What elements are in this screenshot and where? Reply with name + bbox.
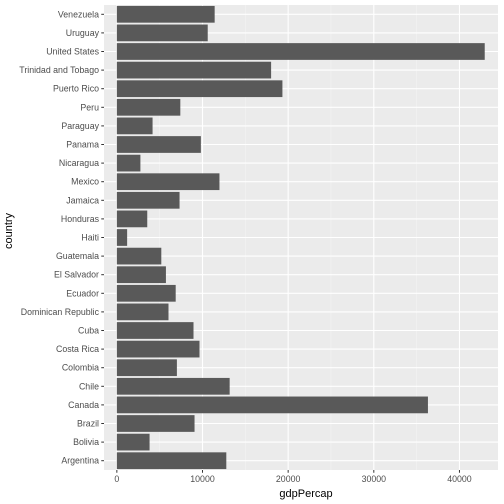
bar-paraguay <box>116 117 153 135</box>
bar-brazil <box>116 415 195 432</box>
bars <box>116 5 485 470</box>
y-tick-label: Jamaica <box>66 195 99 205</box>
bar-canada <box>116 396 428 414</box>
y-tick-label: Venezuela <box>58 9 99 19</box>
y-tick-label: Canada <box>68 400 99 410</box>
y-tick-label: Trinidad and Tobago <box>19 65 99 75</box>
y-tick-label: Guatemala <box>56 251 99 261</box>
bar-dominican-republic <box>116 303 169 321</box>
y-tick-label: Peru <box>80 102 99 112</box>
y-tick-label: Cuba <box>78 326 99 336</box>
y-axis-title: country <box>3 212 15 249</box>
y-tick-label: Paraguay <box>61 121 99 131</box>
y-tick-label: Puerto Rico <box>53 84 99 94</box>
y-tick-label: Ecuador <box>66 288 99 298</box>
y-tick-label: Mexico <box>71 177 99 187</box>
y-tick-label: Chile <box>79 381 99 391</box>
bar-costa-rica <box>116 340 200 358</box>
bar-panama <box>116 136 201 153</box>
x-tick-label: 10000 <box>190 474 215 484</box>
y-tick-label: Colombia <box>62 363 99 373</box>
y-tick-label: United States <box>46 47 99 57</box>
y-tick-label: Nicaragua <box>59 158 99 168</box>
y-tick-label: Panama <box>66 140 99 150</box>
y-tick-label: Dominican Republic <box>21 307 100 317</box>
x-axis: 0 10000 20000 30000 40000 <box>114 470 472 484</box>
major-gridlines <box>104 5 498 470</box>
y-axis: Argentina Bolivia Brazil Canada Chile Colombi… <box>19 9 104 466</box>
bar-puerto-rico <box>116 80 283 98</box>
x-axis-title: gdpPercap <box>279 488 332 500</box>
bar-colombia <box>116 359 177 377</box>
bar-argentina <box>116 452 227 470</box>
y-tick-label: Argentina <box>61 456 99 466</box>
bar-uruguay <box>116 24 208 42</box>
y-tick-label: Brazil <box>77 419 99 429</box>
bar-nicaragua <box>116 154 141 172</box>
bar-ecuador <box>116 284 176 302</box>
bar-trinidad-and-tobago <box>116 61 272 79</box>
y-tick-label: Uruguay <box>66 28 100 38</box>
bar-cuba <box>116 322 194 339</box>
bar-venezuela <box>116 5 215 23</box>
bar-peru <box>116 98 181 116</box>
bar-bolivia <box>116 433 150 451</box>
y-tick-label: Honduras <box>61 214 100 224</box>
bar-jamaica <box>116 191 180 209</box>
x-tick-label: 40000 <box>447 474 472 484</box>
bar-el-salvador <box>116 266 166 284</box>
y-tick-label: Bolivia <box>73 437 99 447</box>
bar-haiti <box>116 229 128 246</box>
x-tick-label: 0 <box>114 474 119 484</box>
bar-mexico <box>116 173 220 191</box>
x-tick-label: 20000 <box>276 474 301 484</box>
bar-united-states <box>116 43 485 60</box>
y-tick-label: Haiti <box>81 233 99 243</box>
y-tick-label: Costa Rica <box>56 344 99 354</box>
y-tick-label: El Salvador <box>54 270 99 280</box>
bar-honduras <box>116 210 148 228</box>
bar-chile <box>116 377 230 395</box>
bar-guatemala <box>116 247 162 265</box>
x-tick-label: 30000 <box>362 474 387 484</box>
